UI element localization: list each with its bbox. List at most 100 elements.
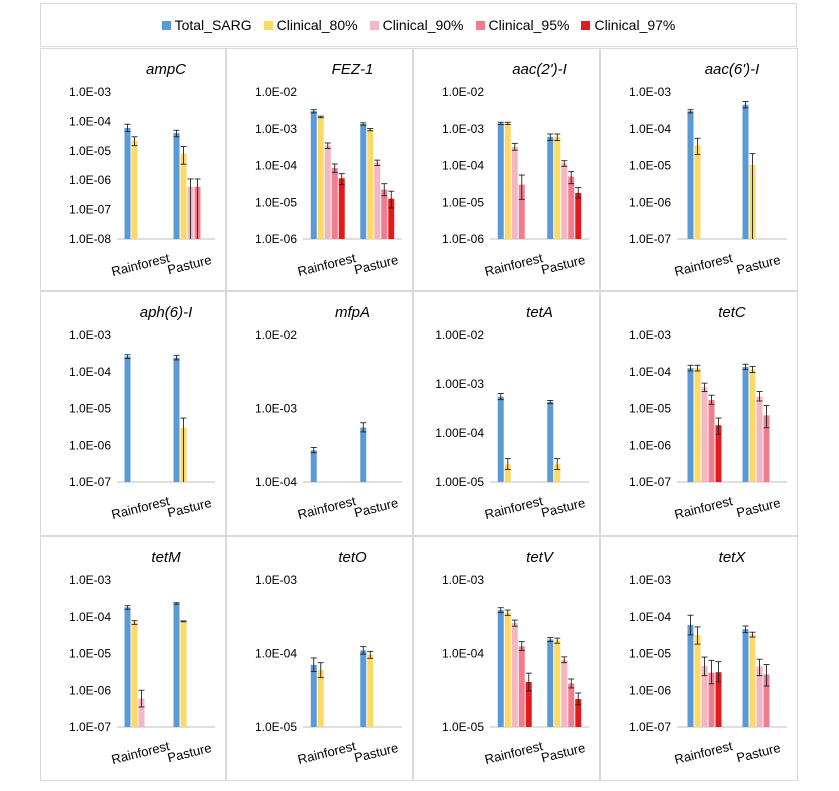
- legend-label: Clinical_95%: [488, 17, 570, 33]
- y-tick-label: 1.0E-05: [442, 720, 484, 734]
- bar: [310, 111, 317, 239]
- bar: [561, 163, 568, 239]
- x-category-label: Rainforest: [110, 493, 171, 522]
- bar: [742, 629, 749, 727]
- bar: [547, 136, 554, 239]
- x-category-label: Rainforest: [110, 250, 171, 279]
- legend-label: Clinical_80%: [276, 17, 358, 33]
- bar: [511, 146, 518, 239]
- y-tick-label: 1.0E-04: [69, 610, 111, 624]
- bar: [124, 356, 131, 482]
- y-tick-label: 1.0E-04: [442, 647, 484, 661]
- y-tick-label: 1.0E-03: [442, 122, 484, 136]
- chart-panel: tetO 1.0E-05 1.0E-04 1.0E-03 Rainforest Pastu…: [226, 536, 413, 781]
- y-tick-label: 1.0E-04: [69, 114, 111, 128]
- x-category-label: Pasture: [353, 740, 400, 765]
- bar: [568, 176, 575, 239]
- chart-title: tetC: [718, 304, 746, 321]
- bar: [504, 123, 511, 239]
- legend-label: Clinical_97%: [594, 17, 676, 33]
- bar: [708, 400, 715, 482]
- chart-svg: aph(6)-I 1.0E-07 1.0E-06 1.0E-05 1.0E-04 1.0E…: [69, 304, 215, 522]
- chart-title: ampC: [146, 61, 186, 78]
- chart-svg: ampC 1.0E-08 1.0E-07 1.0E-06 1.0E-05 1.0E-04 1…: [69, 61, 215, 279]
- bar: [554, 136, 561, 239]
- y-tick-label: 1.0E-04: [442, 159, 484, 173]
- y-tick-label: 1.00E-02: [435, 328, 484, 342]
- x-category-label: Rainforest: [673, 493, 734, 522]
- y-tick-label: 1.0E-07: [69, 475, 111, 489]
- bar: [756, 396, 763, 482]
- y-tick-label: 1.0E-06: [629, 438, 671, 452]
- bar: [756, 666, 763, 727]
- bar: [763, 415, 770, 482]
- bar: [497, 396, 504, 482]
- bar: [575, 192, 582, 239]
- x-category-label: Rainforest: [296, 250, 357, 279]
- y-tick-label: 1.0E-02: [255, 85, 297, 99]
- bar: [575, 699, 582, 727]
- x-category-label: Rainforest: [110, 738, 171, 767]
- bar: [525, 681, 532, 727]
- y-tick-label: 1.0E-05: [629, 402, 671, 416]
- bar: [694, 634, 701, 727]
- chart-title: tetA: [526, 304, 553, 321]
- bar: [715, 425, 722, 482]
- chart-svg: tetC 1.0E-07 1.0E-06 1.0E-05 1.0E-04 1.0E-03 R…: [629, 304, 787, 522]
- legend-label: Total_SARG: [174, 17, 252, 33]
- bar: [360, 650, 367, 727]
- bar: [554, 464, 561, 482]
- x-category-label: Pasture: [735, 495, 782, 520]
- bar: [124, 127, 131, 239]
- x-category-label: Rainforest: [296, 493, 357, 522]
- chart-panel: FEZ-1 1.0E-06 1.0E-05 1.0E-04 1.0E-03 1.0E-02…: [226, 48, 413, 291]
- y-tick-label: 1.0E-05: [69, 402, 111, 416]
- bar: [138, 698, 145, 727]
- bar: [317, 116, 324, 239]
- y-tick-label: 1.0E-05: [69, 647, 111, 661]
- bar: [367, 129, 374, 239]
- chart-svg: mfpA 1.0E-04 1.0E-03 1.0E-02 RainforestPastu…: [255, 304, 402, 522]
- bar: [331, 168, 338, 239]
- chart-grid: ampC 1.0E-08 1.0E-07 1.0E-06 1.0E-05 1.0E-04 1…: [40, 48, 798, 781]
- chart-panel: tetX 1.0E-07 1.0E-06 1.0E-05 1.0E-04 1.0E-03 R…: [600, 536, 798, 781]
- x-category-label: Rainforest: [483, 738, 544, 767]
- bar: [701, 387, 708, 482]
- chart-panel: mfpA 1.0E-04 1.0E-03 1.0E-02 Rainforest Pastu…: [226, 291, 413, 536]
- chart-svg: FEZ-1 1.0E-06 1.0E-05 1.0E-04 1.0E-03 1.0E-02…: [255, 61, 402, 279]
- bar: [518, 184, 525, 239]
- bar: [180, 621, 187, 727]
- x-category-label: Pasture: [540, 740, 587, 765]
- y-tick-label: 1.0E-04: [69, 365, 111, 379]
- legend-item: Clinical_90%: [369, 17, 464, 33]
- bar: [708, 672, 715, 727]
- chart-svg: tetM 1.0E-07 1.0E-06 1.0E-05 1.0E-04 1.0E-03 R…: [69, 549, 215, 767]
- bar: [547, 401, 554, 482]
- bar: [687, 111, 694, 239]
- bar: [694, 145, 701, 239]
- y-tick-label: 1.0E-05: [629, 159, 671, 173]
- chart-panel: tetA 1.00E-05 1.00E-04 1.00E-03 1.00E-02 Rain…: [413, 291, 600, 536]
- chart-svg: tetV 1.0E-05 1.0E-04 1.0E-03 RainforestPastu…: [442, 549, 589, 767]
- y-tick-label: 1.0E-04: [629, 610, 671, 624]
- y-tick-label: 1.0E-08: [69, 232, 111, 246]
- y-tick-label: 1.0E-06: [255, 232, 297, 246]
- legend-item: Clinical_97%: [581, 17, 675, 33]
- y-tick-label: 1.0E-02: [442, 85, 484, 99]
- bar: [497, 610, 504, 727]
- x-category-label: Pasture: [353, 252, 400, 277]
- legend-label: Clinical_90%: [382, 17, 464, 33]
- y-tick-label: 1.0E-05: [255, 720, 297, 734]
- bar: [131, 140, 138, 239]
- bar: [338, 178, 345, 239]
- chart-svg: aac(2')-I 1.0E-06 1.0E-05 1.0E-04 1.0E-03 1.0…: [442, 61, 589, 279]
- y-tick-label: 1.0E-05: [629, 647, 671, 661]
- bar: [504, 464, 511, 482]
- bar: [701, 665, 708, 727]
- x-category-label: Pasture: [166, 252, 213, 277]
- bar: [388, 198, 395, 239]
- bar: [554, 640, 561, 727]
- y-tick-label: 1.00E-03: [435, 377, 484, 391]
- y-tick-label: 1.0E-07: [69, 203, 111, 217]
- y-tick-label: 1.0E-03: [69, 328, 111, 342]
